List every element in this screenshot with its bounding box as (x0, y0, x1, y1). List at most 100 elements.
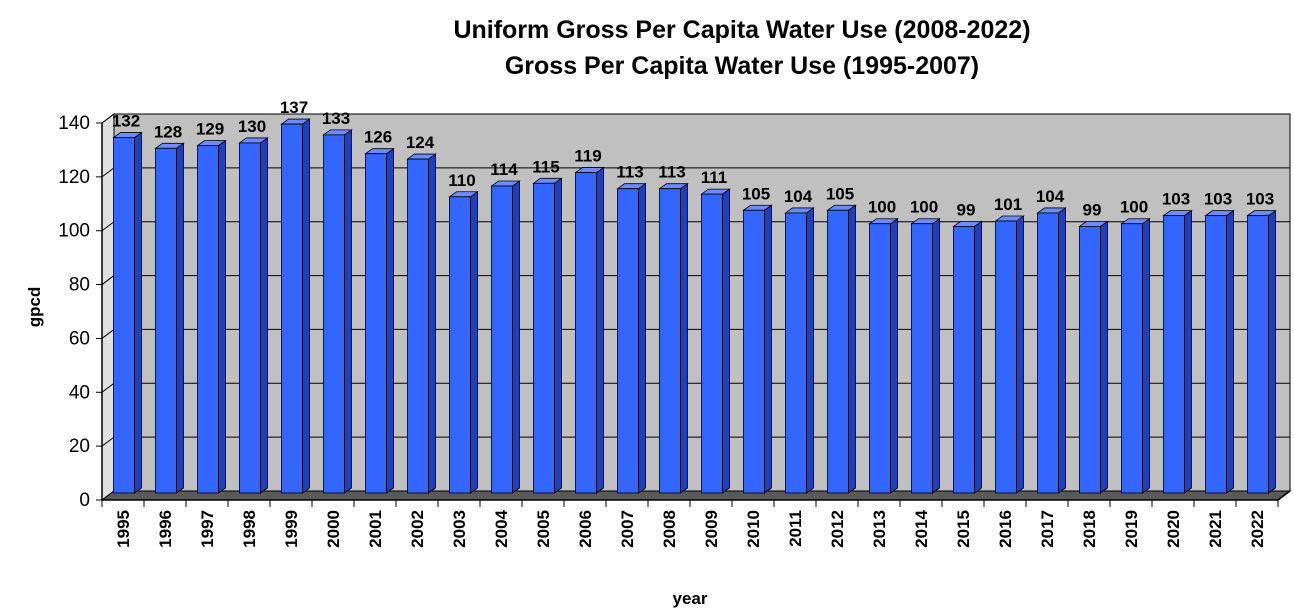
y-tick-label: 0 (79, 490, 90, 511)
bar (448, 191, 479, 494)
x-tick-labels: 1995 1996 1997 1998 1999 2000 2001 2002 2003 2004… (114, 509, 1267, 547)
bar-side (1100, 220, 1108, 494)
bar-front (1163, 215, 1185, 494)
x-tick-label: 2001 (366, 510, 385, 548)
x-tick-label: 2009 (702, 510, 721, 548)
data-label: 105 (826, 184, 854, 203)
bar-front (1079, 226, 1101, 494)
bar (280, 118, 311, 494)
x-tick-label: 2007 (618, 510, 637, 548)
bar-side (638, 182, 646, 494)
bar-side (932, 217, 940, 494)
chart-title-line-2: Gross Per Capita Water Use (1995-2007) (505, 52, 979, 80)
bar-front (155, 147, 177, 494)
y-tick-label: 60 (69, 328, 90, 349)
gridline-side (101, 275, 115, 285)
x-tick-label: 2004 (492, 509, 511, 547)
data-label: 113 (658, 163, 685, 182)
data-label: 130 (238, 117, 266, 136)
data-label: 100 (868, 198, 896, 217)
bar (406, 153, 437, 494)
x-tick-label: 1998 (240, 510, 259, 548)
bar-front (659, 188, 681, 494)
bar-side (890, 217, 898, 494)
bar-side (1016, 215, 1024, 494)
bar-front (575, 172, 597, 494)
bar-side (176, 142, 184, 494)
data-label: 129 (196, 120, 224, 139)
bar-front (365, 153, 387, 494)
y-tick-label: 140 (58, 113, 90, 134)
bar (112, 131, 143, 494)
x-tick-label: 2003 (450, 510, 469, 548)
bar-front (995, 220, 1017, 494)
data-label: 115 (532, 157, 559, 176)
bar (700, 188, 731, 494)
x-tick-label: 1999 (282, 510, 301, 548)
bar-side (134, 131, 142, 494)
bar-front (1205, 215, 1227, 494)
x-tick-label: 2012 (828, 510, 847, 548)
y-tick-label: 120 (58, 167, 90, 188)
data-labels: 132 128 129 130 137 133 126 124 110 114 115 119 113 1… (112, 98, 1274, 219)
data-label: 100 (910, 198, 938, 217)
x-axis-label: year (673, 589, 708, 608)
bar (868, 217, 899, 494)
bar-side (764, 204, 772, 494)
x-tick-label: 2019 (1122, 510, 1141, 548)
bar-front (533, 182, 555, 494)
bar-front (1121, 223, 1143, 494)
bar-side (806, 207, 814, 494)
bar (1162, 209, 1193, 494)
y-tick-label: 40 (69, 382, 90, 403)
bar-front (1037, 212, 1059, 494)
bar-side (722, 188, 730, 494)
bar-front (113, 137, 135, 494)
bar-side (218, 139, 226, 494)
data-label: 105 (742, 184, 770, 203)
data-label: 103 (1246, 190, 1274, 209)
bar-front (491, 185, 513, 494)
gridline-side (101, 167, 115, 178)
y-tick-labels: 0 20 40 60 80 100 120 140 (58, 113, 90, 511)
data-label: 113 (616, 163, 643, 182)
x-tick-label: 2013 (870, 510, 889, 548)
data-label: 103 (1162, 190, 1190, 209)
bar-front (911, 223, 933, 494)
x-tick-label: 2016 (996, 510, 1015, 548)
x-tick-label: 1996 (156, 510, 175, 548)
data-label: 111 (701, 168, 728, 187)
bar (238, 137, 269, 494)
gridline-side (101, 221, 115, 232)
data-label: 104 (784, 187, 813, 206)
y-tick-label: 20 (69, 436, 90, 457)
bar (784, 207, 815, 494)
bar-front (953, 226, 975, 494)
bar (196, 139, 227, 494)
bar-side (1184, 209, 1192, 494)
data-label: 137 (280, 98, 308, 117)
axes (96, 122, 1291, 507)
gridline-side (101, 436, 115, 447)
y-tick-label: 80 (69, 275, 90, 296)
bar (994, 215, 1025, 494)
bar (364, 147, 395, 494)
data-label: 104 (1036, 187, 1065, 206)
x-tick-label: 2000 (324, 510, 343, 548)
y-tick-label: 100 (58, 221, 90, 242)
data-label: 119 (574, 147, 601, 166)
bar-side (386, 147, 394, 494)
x-tick-label: 2017 (1038, 510, 1057, 548)
bar-side (344, 129, 352, 494)
bar-series (112, 118, 1277, 494)
bar-front (323, 134, 345, 494)
bar (826, 204, 857, 494)
bar (658, 182, 689, 494)
bar (742, 204, 773, 494)
bar-side (428, 153, 436, 494)
bar (1036, 207, 1067, 494)
x-tick-label: 2002 (408, 510, 427, 548)
bar (616, 182, 647, 494)
gridline-side (101, 329, 115, 339)
bar-front (1247, 215, 1269, 494)
